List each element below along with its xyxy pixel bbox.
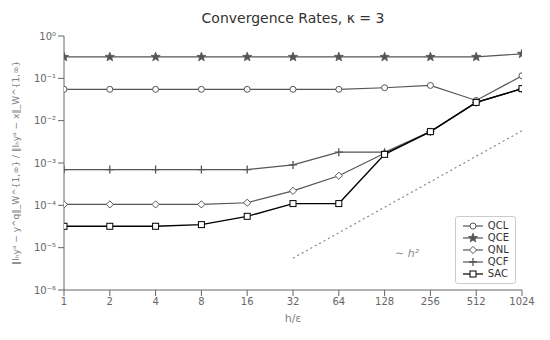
svg-text:10⁻⁵: 10⁻⁵ bbox=[34, 242, 56, 253]
svg-text:∼ h²: ∼ h² bbox=[395, 247, 420, 260]
svg-text:10⁻²: 10⁻² bbox=[34, 115, 56, 126]
svg-text:10⁻⁶: 10⁻⁶ bbox=[34, 285, 56, 296]
html-text:QNL: QNL bbox=[487, 244, 509, 255]
svg-text:2: 2 bbox=[107, 296, 113, 307]
svg-text:256: 256 bbox=[421, 296, 440, 307]
svg-text:10⁻¹: 10⁻¹ bbox=[34, 73, 56, 84]
svg-text:1024: 1024 bbox=[509, 296, 534, 307]
svg-text:4: 4 bbox=[152, 296, 158, 307]
svg-text:10⁻⁴: 10⁻⁴ bbox=[34, 200, 56, 211]
svg-text:10⁰: 10⁰ bbox=[39, 31, 56, 42]
svg-text:h/ε: h/ε bbox=[285, 312, 302, 325]
html-text:QCE: QCE bbox=[487, 232, 509, 243]
svg-text:512: 512 bbox=[467, 296, 486, 307]
svg-text:1: 1 bbox=[61, 296, 67, 307]
svg-text:8: 8 bbox=[198, 296, 204, 307]
svg-text:‖Iₕyᵃ − y^q‖_W^{1,∞} / ‖Iₕyᵃ −: ‖Iₕyᵃ − y^q‖_W^{1,∞} / ‖Iₕyᵃ − x‖_W^{1,∞… bbox=[11, 61, 21, 265]
svg-text:128: 128 bbox=[375, 296, 394, 307]
html-text:SAC: SAC bbox=[487, 268, 508, 279]
svg-text:10⁻³: 10⁻³ bbox=[34, 158, 56, 169]
html-text:QCF: QCF bbox=[487, 256, 509, 267]
html-text:Convergence Rates, κ = 3: Convergence Rates, κ = 3 bbox=[201, 10, 385, 26]
svg-text:64: 64 bbox=[332, 296, 345, 307]
svg-text:16: 16 bbox=[241, 296, 254, 307]
html-text:QCL: QCL bbox=[487, 220, 509, 231]
svg-text:32: 32 bbox=[287, 296, 300, 307]
